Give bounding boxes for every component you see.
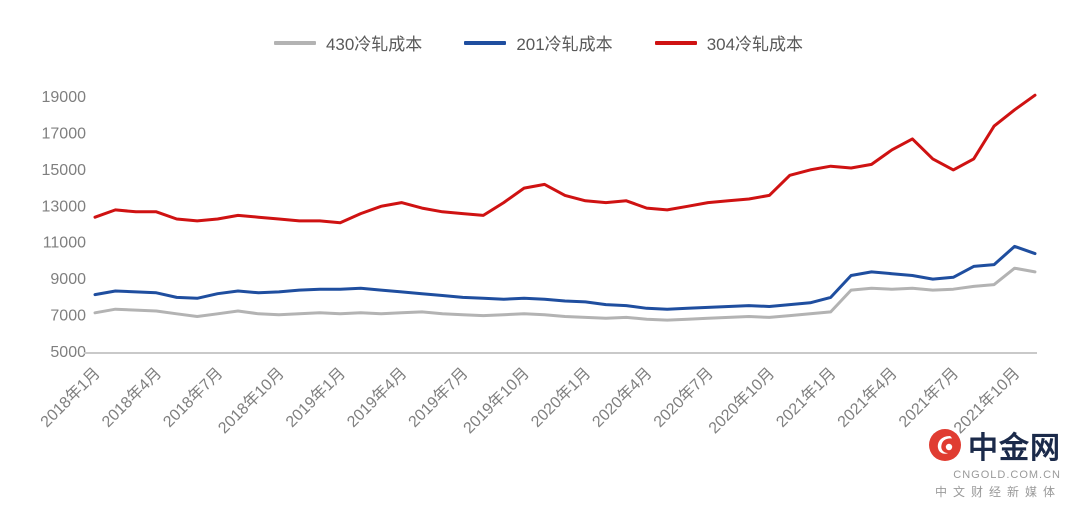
- x-tick-label: 2019年1月: [282, 364, 349, 431]
- y-tick-label: 11000: [43, 235, 86, 252]
- y-tick-label: 19000: [42, 89, 87, 106]
- legend-swatch-304: [654, 40, 697, 45]
- brand-domain: CNGOLD.COM.CN: [953, 469, 1061, 481]
- x-tick-label: 2018年1月: [37, 364, 104, 431]
- x-tick-label: 2019年10月: [460, 364, 533, 437]
- series-line-430冷轧成本: [93, 266, 1037, 322]
- legend-item-304: 304冷轧成本: [654, 30, 804, 55]
- x-tick-label: 2018年7月: [160, 364, 227, 431]
- y-tick-label: 15000: [42, 162, 87, 179]
- series-line-201冷轧成本: [93, 244, 1037, 311]
- x-tick-label: 2018年4月: [98, 364, 165, 431]
- x-tick-label: 2019年4月: [344, 364, 411, 431]
- chart-legend: 430冷轧成本 201冷轧成本 304冷轧成本: [0, 30, 1077, 55]
- x-tick-label: 2020年1月: [527, 364, 594, 431]
- legend-label-201: 201冷轧成本: [516, 35, 613, 54]
- legend-swatch-430: [273, 40, 316, 45]
- x-tick-label: 2020年7月: [650, 364, 717, 431]
- cngold-logo-icon: [929, 429, 961, 461]
- x-tick-label: 2021年1月: [773, 364, 840, 431]
- x-tick-label: 2020年10月: [705, 364, 778, 437]
- brand-name: 中金网: [968, 432, 1061, 465]
- legend-item-430: 430冷轧成本: [273, 30, 423, 55]
- x-tick-label: 2019年7月: [405, 364, 472, 431]
- y-tick-label: 9000: [50, 271, 86, 288]
- y-tick-label: 7000: [50, 308, 86, 325]
- legend-label-430: 430冷轧成本: [325, 35, 423, 54]
- brand-tagline: 中文财经新媒体: [934, 485, 1061, 499]
- x-tick-label: 2020年4月: [589, 364, 656, 431]
- x-tick-label: 2018年10月: [215, 364, 288, 437]
- legend-item-201: 201冷轧成本: [464, 30, 613, 55]
- legend-swatch-201: [464, 40, 507, 45]
- watermark: 中金网 CNGOLD.COM.CN 中文财经新媒体: [928, 423, 1061, 500]
- y-tick-label: 13000: [42, 198, 87, 215]
- y-tick-label: 17000: [42, 125, 87, 142]
- x-tick-label: 2021年7月: [895, 364, 962, 431]
- y-tick-label: 5000: [50, 344, 86, 361]
- brand-row: 中金网: [928, 423, 1061, 467]
- x-tick-label: 2021年4月: [834, 364, 901, 431]
- legend-label-304: 304冷轧成本: [706, 35, 804, 54]
- series-line-304冷轧成本: [93, 93, 1037, 225]
